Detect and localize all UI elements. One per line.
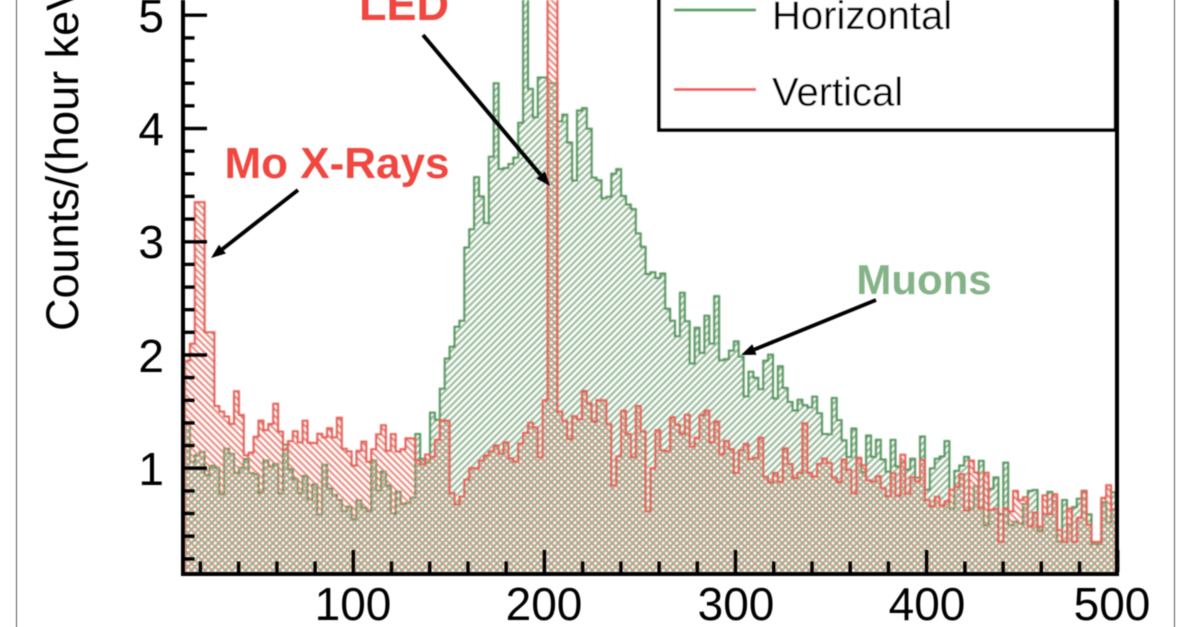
svg-text:Horizontal: Horizontal [772, 0, 952, 38]
svg-text:3: 3 [138, 216, 164, 268]
svg-text:LED: LED [359, 0, 449, 30]
svg-text:100: 100 [315, 578, 392, 627]
svg-text:1: 1 [138, 443, 164, 495]
svg-text:5: 5 [138, 0, 164, 42]
svg-text:Vertical: Vertical [772, 71, 903, 115]
svg-text:4: 4 [138, 103, 164, 155]
svg-text:500: 500 [1074, 578, 1151, 627]
svg-text:Counts/(hour keV): Counts/(hour keV) [37, 0, 88, 331]
svg-text:Muons: Muons [856, 256, 991, 303]
svg-text:300: 300 [698, 578, 775, 627]
svg-text:2: 2 [138, 330, 164, 382]
svg-text:400: 400 [889, 578, 966, 627]
svg-text:Mo X-Rays: Mo X-Rays [225, 139, 450, 188]
svg-text:200: 200 [506, 578, 583, 627]
